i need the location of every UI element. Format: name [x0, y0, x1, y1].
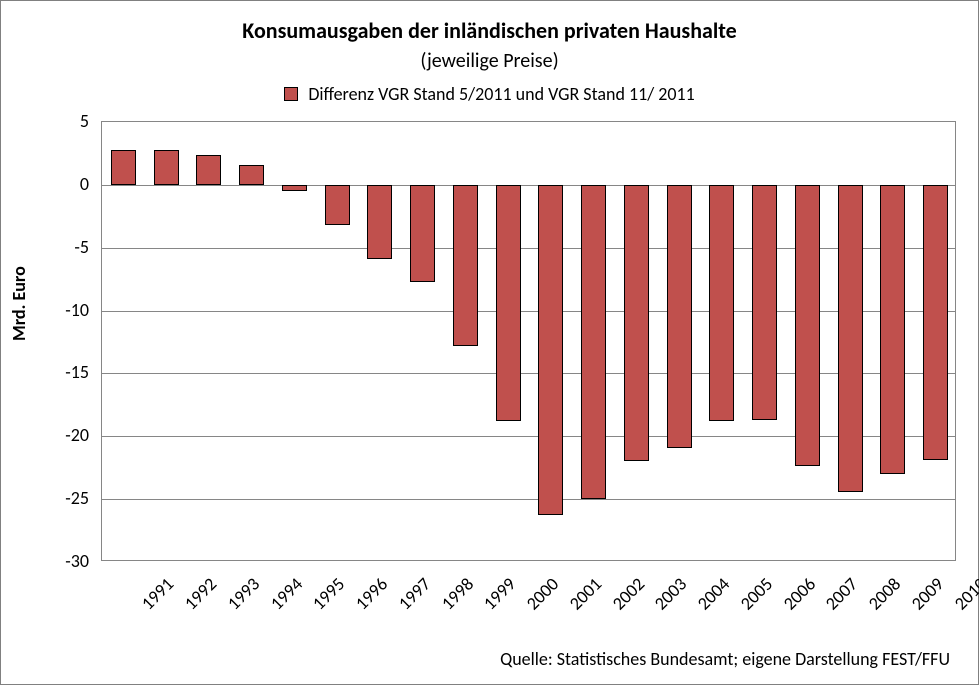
legend-label: Differenz VGR Stand 5/2011 und VGR Stand…	[308, 83, 694, 105]
bar	[624, 185, 649, 462]
x-tick-label: 2001	[565, 573, 606, 614]
y-tick-label: -10	[9, 299, 89, 321]
plot-area-wrap	[101, 121, 956, 561]
chart-frame: Konsumausgaben der inländischen privaten…	[0, 0, 979, 685]
x-tick-label: 2005	[736, 573, 777, 614]
x-tick-label: 1991	[137, 573, 178, 614]
x-tick-label: 2008	[864, 573, 905, 614]
bar	[282, 185, 307, 191]
bar	[880, 185, 905, 474]
bar	[923, 185, 948, 460]
bar	[496, 185, 521, 421]
bar	[325, 185, 350, 225]
x-tick-label: 1992	[180, 573, 221, 614]
y-tick-label: 5	[9, 110, 89, 132]
chart-subtitle: (jeweilige Preise)	[1, 49, 978, 73]
y-tick-label: 0	[9, 173, 89, 195]
x-tick-label: 2003	[650, 573, 691, 614]
x-tick-label: 2010	[949, 573, 979, 614]
bar	[709, 185, 734, 421]
y-ticks: -30-25-20-15-10-505	[11, 121, 95, 561]
bar	[111, 150, 136, 185]
y-tick-label: -20	[9, 424, 89, 446]
bar	[367, 185, 392, 259]
x-tick-label: 1998	[436, 573, 477, 614]
x-tick-label: 1997	[394, 573, 435, 614]
y-tick-label: -30	[9, 550, 89, 572]
x-ticks: 1991199219931994199519961997199819992000…	[101, 567, 956, 659]
source-text: Quelle: Statistisches Bundesamt; eigene …	[500, 648, 950, 670]
bar	[196, 155, 221, 185]
bar	[581, 185, 606, 499]
x-tick-label: 1999	[479, 573, 520, 614]
bar	[752, 185, 777, 420]
legend-swatch	[284, 87, 298, 101]
x-tick-label: 2004	[693, 573, 734, 614]
chart-title: Konsumausgaben der inländischen privaten…	[1, 17, 978, 44]
x-tick-label: 1995	[308, 573, 349, 614]
bar	[154, 150, 179, 185]
bar	[667, 185, 692, 448]
x-tick-label: 2006	[778, 573, 819, 614]
bar	[410, 185, 435, 282]
y-tick-label: -15	[9, 361, 89, 383]
x-tick-label: 2009	[907, 573, 948, 614]
bar	[239, 165, 264, 185]
legend: Differenz VGR Stand 5/2011 und VGR Stand…	[1, 83, 978, 105]
y-tick-label: -5	[9, 236, 89, 258]
x-tick-label: 2000	[522, 573, 563, 614]
x-tick-label: 2007	[821, 573, 862, 614]
y-tick-label: -25	[9, 487, 89, 509]
x-tick-label: 1994	[265, 573, 306, 614]
plot-area	[101, 121, 956, 561]
x-tick-label: 1993	[223, 573, 264, 614]
x-tick-label: 2002	[607, 573, 648, 614]
bar	[838, 185, 863, 492]
bar	[538, 185, 563, 516]
x-tick-label: 1996	[351, 573, 392, 614]
bar	[453, 185, 478, 346]
bar	[795, 185, 820, 467]
bars	[102, 122, 955, 560]
